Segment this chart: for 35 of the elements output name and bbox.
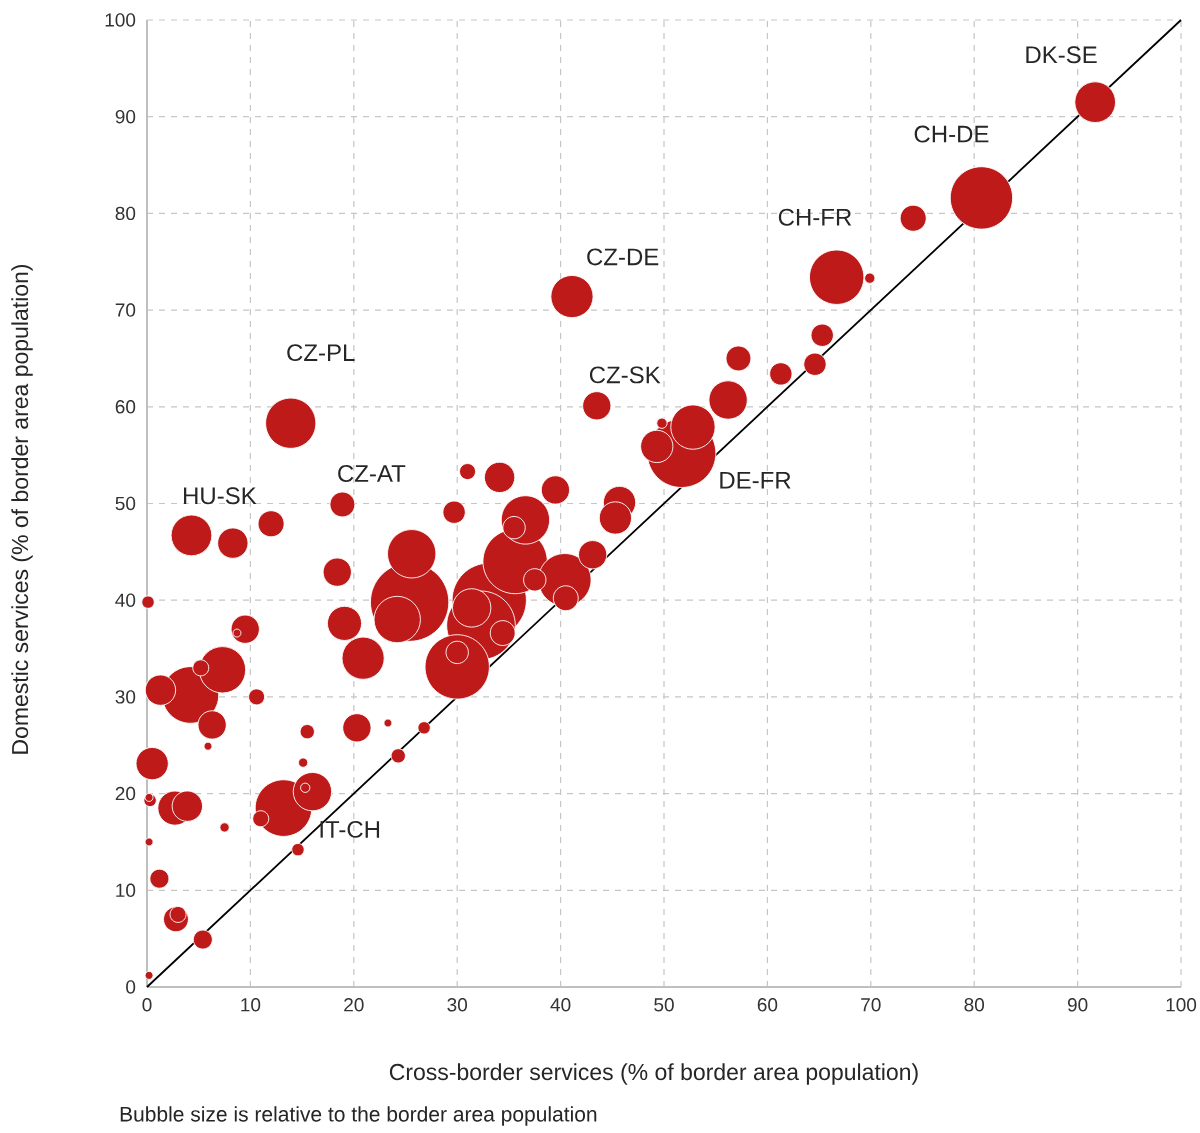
y-tick-label: 80 <box>115 206 136 221</box>
y-tick-label: 50 <box>115 496 136 511</box>
x-tick-label: 10 <box>241 998 261 1012</box>
x-tick-label: 0 <box>142 998 152 1012</box>
x-axis-title: Cross-border services (% of border area population) <box>389 1063 918 1085</box>
x-tick-label: 50 <box>654 998 674 1012</box>
x-tick-label: 20 <box>344 998 364 1012</box>
y-axis-title: Domestic services (% of border area population) <box>11 264 33 754</box>
annotation: CH-FR <box>778 208 852 226</box>
annotation: DK-SE <box>1026 46 1097 64</box>
annotation: CH-DE <box>914 125 989 143</box>
y-tick-label: 30 <box>115 690 136 704</box>
annotation: IT-CH <box>320 820 380 838</box>
x-tick-label: 40 <box>550 998 571 1012</box>
y-tick-label: 60 <box>115 400 136 414</box>
annotation: CZ-DE <box>587 248 659 266</box>
annotation: HU-SK <box>184 487 257 505</box>
x-tick-label: 100 <box>1166 998 1197 1012</box>
annotation: DE-FR <box>720 472 791 489</box>
y-tick-label: 100 <box>105 13 136 27</box>
annotation: CZ-PL <box>287 344 355 362</box>
y-tick-label: 40 <box>115 593 136 607</box>
y-tick-label: 0 <box>126 980 136 994</box>
annotation: CZ-AT <box>338 465 406 482</box>
y-tick-label: 90 <box>115 109 136 124</box>
y-tick-label: 20 <box>115 786 136 801</box>
x-tick-label: 30 <box>447 998 468 1012</box>
x-tick-label: 60 <box>757 998 778 1012</box>
x-tick-label: 80 <box>964 998 985 1012</box>
text: Bubble size is relative to the border area population <box>120 1106 597 1126</box>
annotation: CZ-SK <box>589 366 661 384</box>
y-tick-label: 70 <box>115 303 136 317</box>
y-tick-label: 10 <box>116 883 136 898</box>
x-tick-label: 90 <box>1067 998 1088 1012</box>
x-tick-label: 70 <box>861 998 881 1012</box>
